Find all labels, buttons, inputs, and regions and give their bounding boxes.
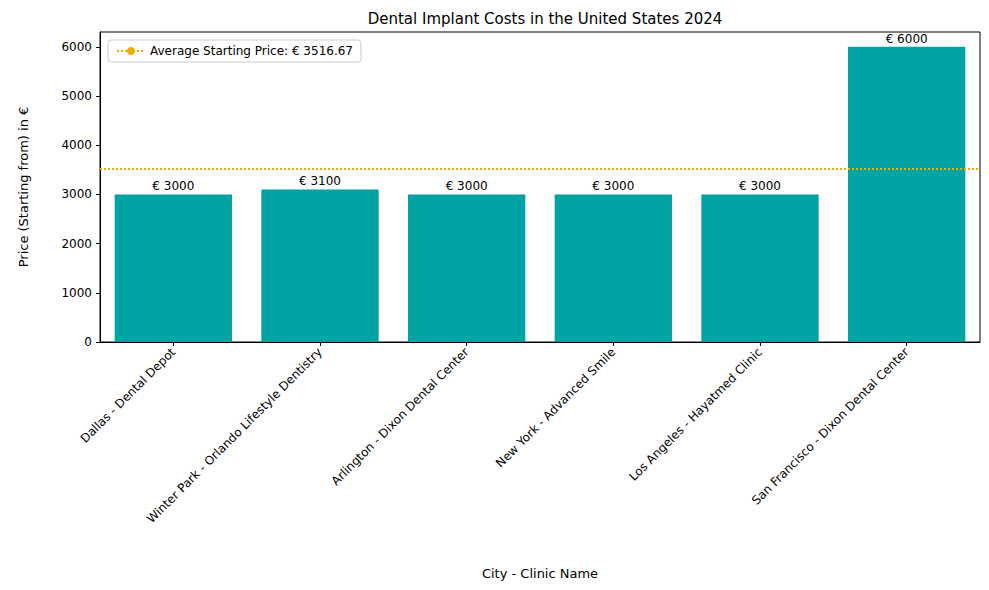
svg-text:3000: 3000 bbox=[61, 187, 92, 201]
svg-text:€ 3000: € 3000 bbox=[739, 179, 781, 193]
svg-text:San Francisco - Dixon Dental C: San Francisco - Dixon Dental Center bbox=[749, 345, 912, 508]
svg-text:Winter Park - Orlando Lifestyl: Winter Park - Orlando Lifestyle Dentistr… bbox=[144, 345, 325, 526]
svg-text:New York - Advanced Smile: New York - Advanced Smile bbox=[493, 345, 618, 470]
svg-text:Arlington - Dixon Dental Cente: Arlington - Dixon Dental Center bbox=[329, 345, 472, 488]
svg-text:Price (Starting from) in €: Price (Starting from) in € bbox=[16, 107, 31, 268]
svg-text:5000: 5000 bbox=[61, 89, 92, 103]
svg-text:4000: 4000 bbox=[61, 138, 92, 152]
svg-text:0: 0 bbox=[84, 335, 92, 349]
svg-text:City - Clinic Name: City - Clinic Name bbox=[482, 566, 598, 581]
svg-text:€ 3000: € 3000 bbox=[152, 179, 194, 193]
svg-text:Dallas - Dental Depot: Dallas - Dental Depot bbox=[78, 345, 179, 446]
svg-text:€ 3000: € 3000 bbox=[592, 179, 634, 193]
svg-text:Average Starting Price: € 3516: Average Starting Price: € 3516.67 bbox=[150, 44, 353, 58]
svg-text:Dental Implant Costs in the Un: Dental Implant Costs in the United State… bbox=[368, 10, 723, 28]
svg-text:Los Angeles - Hayatmed Clinic: Los Angeles - Hayatmed Clinic bbox=[626, 345, 765, 484]
svg-text:€ 3000: € 3000 bbox=[446, 179, 488, 193]
svg-text:€ 6000: € 6000 bbox=[886, 32, 928, 46]
svg-text:1000: 1000 bbox=[61, 286, 92, 300]
svg-text:2000: 2000 bbox=[61, 237, 92, 251]
svg-text:6000: 6000 bbox=[61, 40, 92, 54]
svg-text:€ 3100: € 3100 bbox=[299, 174, 341, 188]
